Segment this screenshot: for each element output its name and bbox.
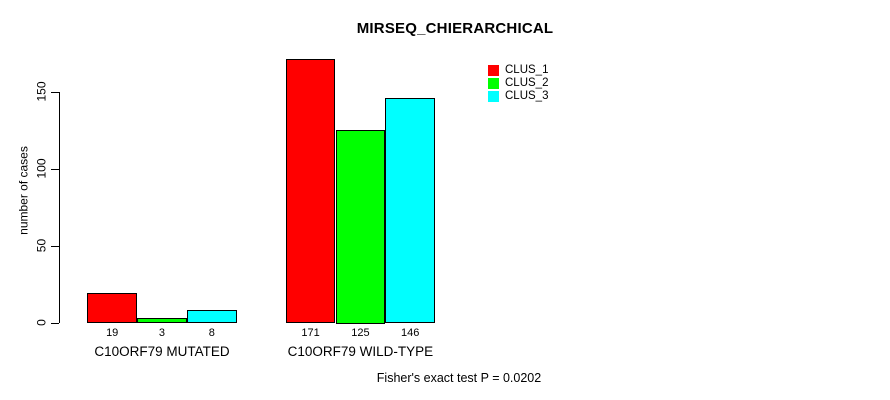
x-axis-category-label: C10ORF79 MUTATED [94,343,230,359]
legend-label-clus_1: CLUS_1 [505,64,549,76]
legend-label-clus_3: CLUS_3 [505,90,549,102]
chart-bar-clus_2-group2 [335,130,386,324]
bar-value-label: 146 [401,326,420,339]
y-axis-tick-label: 100 [34,158,49,179]
y-axis-line [59,91,60,324]
y-axis-tick-label: 50 [34,238,49,253]
bar-value-label: 125 [351,326,370,339]
legend-swatch-clus_3 [488,91,499,102]
statistical-test-note: Fisher's exact test P = 0.0202 [376,371,542,385]
chart-bar-clus_1-group2 [285,59,336,324]
legend-swatch-clus_1 [488,65,499,76]
bar-value-label: 8 [208,326,215,339]
chart-bar-clus_1-group1 [87,293,138,324]
legend-swatch-clus_2 [488,78,499,89]
bar-value-label: 3 [158,326,166,339]
bar-value-label: 19 [106,326,119,339]
chart-bar-clus_3-group2 [385,97,436,324]
y-axis-label: number of cases [16,146,31,235]
y-axis-tick [51,245,59,247]
chart-bar-clus_3-group1 [186,310,237,324]
y-axis-tick [51,91,59,93]
y-axis-tick [51,168,59,170]
y-axis-tick-label: 150 [34,81,49,102]
y-axis-tick [51,322,59,324]
chart-title: MIRSEQ_CHIERARCHICAL [356,20,554,37]
bar-value-label: 171 [301,326,320,339]
chart-bar-clus_2-group1 [137,317,187,324]
x-axis-category-label: C10ORF79 WILD-TYPE [287,343,434,359]
legend-label-clus_2: CLUS_2 [505,77,549,89]
y-axis-tick-label: 0 [34,319,49,326]
